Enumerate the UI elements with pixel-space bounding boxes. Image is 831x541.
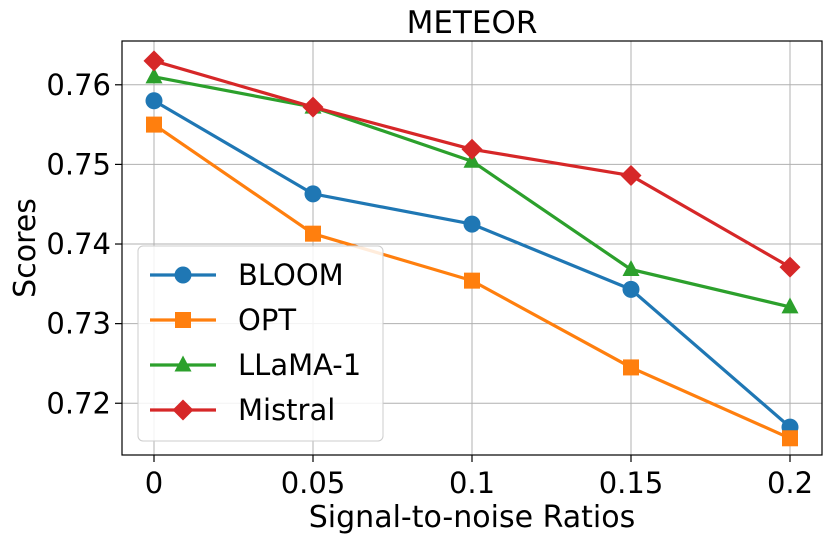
y-tick-label: 0.73 (46, 307, 111, 341)
legend-label: Mistral (238, 393, 335, 427)
bloom-point (145, 92, 163, 110)
llama-1-point (622, 259, 640, 276)
series-mistral (143, 50, 801, 278)
mistral-point (143, 50, 165, 72)
legend-swatch-marker (174, 266, 192, 284)
legend: BLOOM OPT LLaMA-1 Mistral (137, 245, 384, 442)
y-tick-label: 0.76 (46, 68, 111, 102)
y-tick-label: 0.75 (46, 147, 111, 181)
legend-swatch-marker (172, 399, 194, 421)
x-tick-label: 0 (145, 466, 163, 500)
legend-item-bloom: BLOOM (150, 258, 344, 292)
opt-point (782, 430, 798, 447)
mistral-point (779, 256, 801, 278)
x-tick-label: 0.05 (281, 466, 346, 500)
legend-box (137, 245, 384, 442)
legend-item-opt: OPT (150, 303, 296, 337)
y-axis-title: Scores (8, 198, 43, 298)
bloom-point (622, 280, 640, 298)
x-tick-label: 0.1 (449, 466, 495, 500)
opt-point (464, 272, 480, 289)
opt-point (146, 116, 162, 133)
axis-ticks: 0 0.05 0.1 0.15 0.2 0.72 0.73 0.74 0.75 0.76 (46, 68, 813, 500)
y-tick-label: 0.72 (46, 386, 111, 420)
legend-label: LLaMA-1 (238, 348, 361, 382)
llama-1-point (781, 297, 799, 314)
y-tick-label: 0.74 (46, 227, 111, 261)
x-axis-title: Signal-to-noise Ratios (309, 500, 635, 535)
legend-swatch-marker (174, 355, 192, 372)
opt-point (623, 359, 639, 376)
legend-item-mistral: Mistral (150, 393, 335, 427)
series-bloom (145, 92, 799, 436)
opt-point (305, 225, 321, 242)
legend-label: OPT (238, 303, 296, 337)
mistral-point (461, 138, 483, 160)
series-llama-1 (145, 67, 799, 314)
chart-title: METEOR (407, 5, 538, 41)
legend-item-llama-1: LLaMA-1 (150, 348, 361, 382)
mistral-point (620, 165, 642, 187)
llama-1-point (145, 67, 163, 84)
legend-label: BLOOM (238, 258, 344, 292)
series-opt (146, 116, 798, 447)
legend-swatch-marker (175, 312, 191, 328)
mistral-point (302, 96, 324, 118)
x-tick-label: 0.15 (599, 466, 664, 500)
x-tick-label: 0.2 (767, 466, 813, 500)
bloom-point (304, 185, 322, 203)
series-lines (143, 50, 801, 447)
bloom-point (463, 215, 481, 233)
